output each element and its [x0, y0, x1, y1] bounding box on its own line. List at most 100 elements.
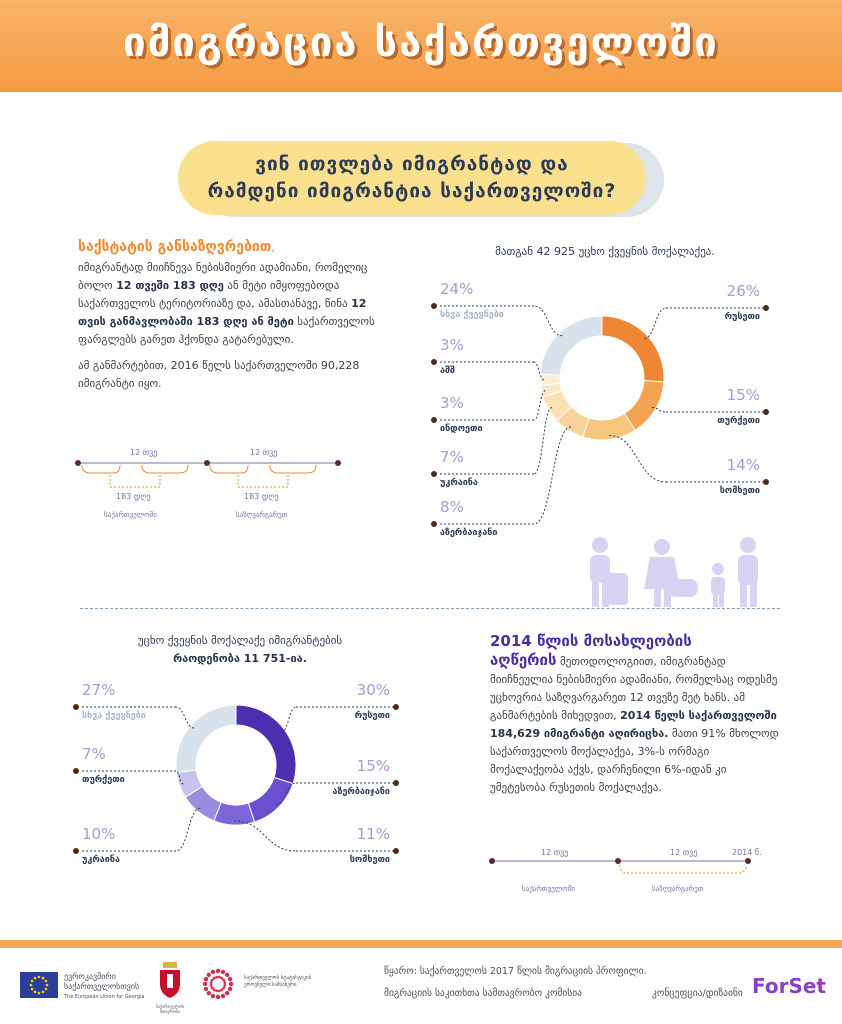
leader-dot	[763, 409, 769, 415]
leader-line	[533, 426, 572, 525]
section1-p1-d: 12 თვის განმავლობაში 183 დღე ან მეტი	[78, 297, 367, 328]
section1-timeline: 12 თვე 12 თვე 183 დღე 183 დღე საქართველო…	[75, 448, 341, 519]
leader-dot	[431, 521, 437, 527]
eu-star	[44, 987, 48, 991]
ministry-line-1: საქართველოს სტატისტიკის	[244, 975, 312, 981]
logo-dot	[222, 986, 226, 990]
timeline-place-a: საქართველოში	[522, 884, 575, 893]
leader-line	[609, 435, 667, 483]
logo-dot	[224, 972, 230, 978]
eu-star	[33, 976, 37, 980]
leader-dot	[431, 303, 437, 309]
logo-dot	[206, 990, 212, 996]
logo-dot	[220, 988, 224, 992]
source-line-1: წყარო: საქართველოს 2017 წლის მიგრაციის პ…	[384, 966, 647, 977]
eu-star	[37, 991, 41, 995]
section1-p2: ამ განმარტებით, 2016 წელს საქართველოში 9…	[78, 359, 360, 390]
eu-star	[37, 975, 41, 979]
donut-slice	[247, 776, 294, 823]
section2-title-a: 2014 წლის მოსახლეობის	[490, 632, 692, 650]
forset-logo: ForSet	[752, 974, 826, 998]
eu-line-3: The European Union for Georgia	[64, 994, 145, 1000]
eu-star	[33, 990, 37, 994]
logo-dot	[227, 976, 233, 982]
leader-line	[175, 770, 184, 785]
bracket	[269, 464, 317, 474]
slice-percent-label: 30%	[357, 681, 390, 699]
bracket-dashed	[619, 864, 747, 874]
timeline-dot	[615, 858, 621, 864]
ministry-line-2: ეროვნული სამსახური	[244, 982, 297, 988]
logo-dot	[212, 988, 216, 992]
source-line-2: მიგრაციის საკითხთა სამთავრობო კომისია	[384, 988, 582, 999]
eu-star	[44, 979, 48, 983]
timeline-months-b: 12 თვე	[670, 848, 697, 857]
slice-percent-label: 8%	[440, 498, 464, 516]
geostat-logo	[202, 968, 234, 1000]
bracket-dashed	[237, 475, 289, 488]
leader-dot	[393, 704, 399, 710]
leader-dot	[431, 359, 437, 365]
donut-chart-2: 30% რუსეთი 15% აზერბაიჯანი 11% სომხეთი 10% უკრა…	[73, 681, 399, 865]
header-bar: იმიგრაცია საქართველოში	[0, 0, 842, 92]
section2-text: 2014 წლის მოსახლეობის აღწერის მეთოდოლოგი…	[490, 632, 780, 797]
slice-percent-label: 14%	[727, 456, 760, 474]
logo-dot	[220, 993, 226, 999]
timeline-dot	[75, 460, 81, 466]
logo-dot	[220, 976, 224, 980]
logo-dot	[203, 976, 209, 982]
banner-line-2: რამდენი იმიგრანტია საქართველოში?	[207, 180, 617, 202]
logo-dot	[215, 975, 219, 979]
donut-slice	[601, 315, 665, 383]
banner-line-1: ვინ ითვლება იმიგრანტად და	[255, 153, 569, 175]
leader-line	[533, 390, 546, 421]
leader-dot	[393, 780, 399, 786]
logo-dot	[217, 989, 221, 993]
timeline-days-b: 183 დღე	[244, 492, 279, 501]
logo-dot	[223, 983, 227, 987]
question-banner: ვინ ითვლება იმიგრანტად და რამდენი იმიგრა…	[178, 141, 646, 215]
eu-star	[30, 987, 34, 991]
leader-line	[234, 820, 297, 852]
eu-flag-logo	[20, 972, 58, 998]
section2-title-b: აღწერის	[490, 651, 557, 669]
logo-dot	[215, 994, 221, 1000]
section1-p1-c: ან მეტი იმყოფებოდა საქართველოს ტერიტორია…	[78, 279, 352, 310]
chart1-title: მათგან 42 925 უცხო ქვეყნის მოქალაქეა.	[495, 245, 715, 258]
slice-category-label: თურქეთი	[717, 415, 760, 426]
chart2-title: უცხო ქვეყნის მოქალაქე იმიგრანტების	[137, 634, 343, 647]
donut-slice	[539, 315, 603, 376]
leader-line	[644, 307, 667, 339]
slice-percent-label: 3%	[440, 336, 464, 354]
leader-dot	[73, 768, 79, 774]
eu-star	[41, 976, 45, 980]
slice-percent-label: 10%	[82, 825, 115, 843]
leader-line	[175, 807, 201, 852]
logo-dot	[202, 981, 208, 987]
timeline-place-b: საზღვარგარეთ	[652, 884, 704, 893]
eu-star	[45, 983, 49, 987]
slice-category-label: აშშ	[440, 366, 455, 376]
logo-dot	[222, 978, 226, 982]
slice-percent-label: 26%	[727, 282, 760, 300]
slice-category-label: სომხეთი	[350, 855, 390, 865]
logo-dot	[217, 975, 221, 979]
section1-comma: ,	[271, 241, 275, 254]
leader-dot	[73, 848, 79, 854]
logo-dot	[215, 989, 219, 993]
leader-dot	[431, 417, 437, 423]
slice-percent-label: 15%	[727, 386, 760, 404]
section2-p1-b: 2014 წელს საქართველოში 184,629 იმიგრანტი…	[490, 709, 777, 740]
slice-category-label: სხვა ქვეყნები	[440, 310, 504, 320]
eu-star	[41, 990, 45, 994]
logo-dot	[224, 990, 230, 996]
logo-dot	[203, 986, 209, 992]
leader-line	[533, 305, 563, 337]
logo-dot	[223, 981, 227, 985]
logo-dot	[228, 981, 234, 987]
chart2-subtitle: რაოდენობა 11 751-ია.	[173, 652, 307, 665]
slice-percent-label: 15%	[357, 757, 390, 775]
bracket	[141, 464, 189, 474]
donut-slice	[235, 704, 297, 785]
ministry-text: საქართველოს სტატისტიკის ეროვნული სამსახუ…	[244, 975, 311, 989]
